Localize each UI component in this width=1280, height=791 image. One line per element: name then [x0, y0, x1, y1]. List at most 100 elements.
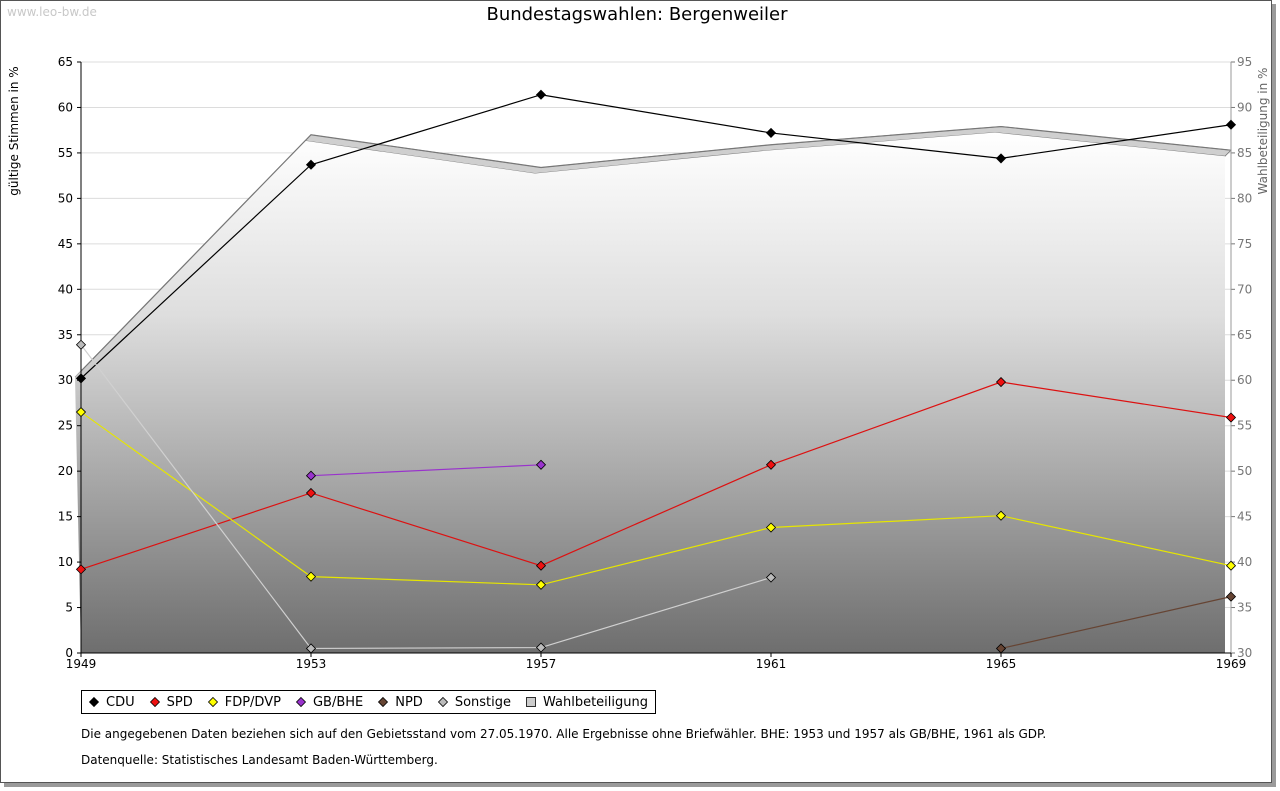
series-line: [80, 344, 772, 650]
series-npd: [995, 591, 1237, 654]
y-tick-label: 55: [58, 146, 73, 160]
data-point: [995, 153, 1007, 164]
watermark: www.leo-bw.de: [7, 5, 97, 19]
data-point: [1225, 591, 1237, 602]
legend: CDU SPD FDP/DVP GB/BHE NPD Sonstige Wahlbeteil…: [81, 690, 657, 714]
data-point: [995, 510, 1007, 521]
series-gb-bhe: [305, 459, 547, 481]
turnout-area: [75, 132, 1225, 653]
y-tick-label: 10: [58, 555, 73, 569]
x-tick-label: 1957: [526, 657, 557, 671]
y-tick-label: 25: [58, 419, 73, 433]
y-tick-label: 15: [58, 510, 73, 524]
y-tick-label: 40: [58, 282, 73, 296]
legend-item: GB/BHE: [295, 695, 363, 710]
legend-label: GB/BHE: [312, 694, 364, 710]
series-line: [80, 411, 1232, 586]
series-fdp-dvp: [75, 406, 1237, 590]
line-chart: 0 5 10 15 20 25 30 35 40 45 50 55 60 65 30 35 40 45 50 55 60…: [58, 55, 1253, 671]
legend-item: CDU: [88, 695, 135, 710]
y2-tick-label: 80: [1237, 191, 1252, 205]
footnote: Die angegebenen Daten beziehen sich auf …: [81, 727, 1047, 741]
diamond-marker-icon: [378, 696, 389, 708]
data-point: [765, 459, 777, 470]
data-point: [305, 571, 317, 582]
series-line: [310, 464, 542, 477]
y2-tick-label: 70: [1237, 282, 1252, 296]
data-point: [305, 470, 317, 481]
x-tick-label: 1949: [66, 657, 97, 671]
y2-tick-label: 85: [1237, 146, 1252, 160]
x-tick-label: 1969: [1216, 657, 1247, 671]
diamond-marker-icon: [295, 696, 307, 708]
data-point: [305, 487, 317, 499]
data-point: [75, 339, 87, 350]
data-point: [305, 643, 317, 654]
y-tick-label: 50: [58, 191, 73, 205]
y-tick-label: 65: [58, 55, 73, 69]
turnout-line: [80, 125, 1232, 372]
series-cdu: [75, 89, 1237, 384]
y2-tick-label: 55: [1237, 419, 1252, 433]
series-line: [80, 381, 1232, 570]
y-tick-label: 45: [58, 237, 73, 251]
data-point: [75, 406, 87, 418]
legend-item: Sonstige: [437, 695, 511, 710]
legend-label: NPD: [395, 694, 423, 710]
square-marker-icon: [526, 697, 536, 707]
diamond-marker-icon: [149, 696, 160, 708]
data-point: [765, 572, 777, 583]
y-tick-label: 20: [58, 464, 73, 478]
y2-tick-label: 45: [1237, 510, 1252, 524]
data-point: [1225, 560, 1237, 571]
data-point: [1225, 412, 1237, 423]
y2-tick-label: 65: [1237, 328, 1252, 342]
y2-tick-label: 75: [1237, 237, 1252, 251]
y-tick-label: 30: [58, 373, 73, 387]
data-point: [535, 459, 547, 470]
diamond-marker-icon: [207, 696, 218, 708]
y2-tick-label: 50: [1237, 464, 1252, 478]
x-tick-label: 1965: [986, 657, 1017, 671]
data-point: [75, 373, 87, 384]
series-spd: [75, 376, 1237, 575]
data-source: Datenquelle: Statistisches Landesamt Bad…: [81, 753, 438, 767]
data-point: [305, 159, 317, 170]
y-tick-label: 35: [58, 328, 73, 342]
data-point: [535, 560, 547, 571]
legend-label: Wahlbeteiligung: [543, 694, 649, 710]
legend-label: SPD: [166, 694, 193, 710]
x-tick-label: 1953: [296, 657, 327, 671]
data-point: [535, 579, 547, 590]
data-point: [1225, 119, 1237, 130]
y-tick-label: 60: [58, 100, 73, 114]
legend-item: FDP/DVP: [207, 695, 281, 710]
legend-item: SPD: [149, 695, 193, 710]
series-line: [1000, 596, 1232, 650]
y2-tick-label: 95: [1237, 55, 1252, 69]
chart-title: Bundestagswahlen: Bergenweiler: [486, 4, 788, 25]
data-point: [535, 642, 547, 653]
y2-tick-label: 40: [1237, 555, 1252, 569]
series-sonstige: [75, 339, 777, 654]
data-point: [995, 376, 1007, 388]
data-point: [75, 564, 87, 575]
diamond-marker-icon: [88, 696, 100, 708]
data-point: [995, 643, 1007, 654]
y-tick-label: 5: [65, 601, 73, 615]
data-point: [535, 89, 547, 100]
legend-item: Wahlbeteiligung: [525, 695, 648, 710]
legend-label: Sonstige: [454, 694, 511, 710]
series-line: [80, 94, 1232, 379]
y2-tick-label: 35: [1237, 601, 1252, 615]
y2-tick-label: 30: [1237, 646, 1252, 660]
data-point: [765, 127, 777, 138]
legend-label: FDP/DVP: [224, 694, 281, 710]
legend-label: CDU: [106, 694, 135, 710]
x-tick-label: 1961: [756, 657, 787, 671]
y-tick-label: 0: [65, 646, 73, 660]
diamond-marker-icon: [437, 696, 448, 708]
data-point: [765, 522, 777, 533]
y2-tick-label: 90: [1237, 100, 1252, 114]
